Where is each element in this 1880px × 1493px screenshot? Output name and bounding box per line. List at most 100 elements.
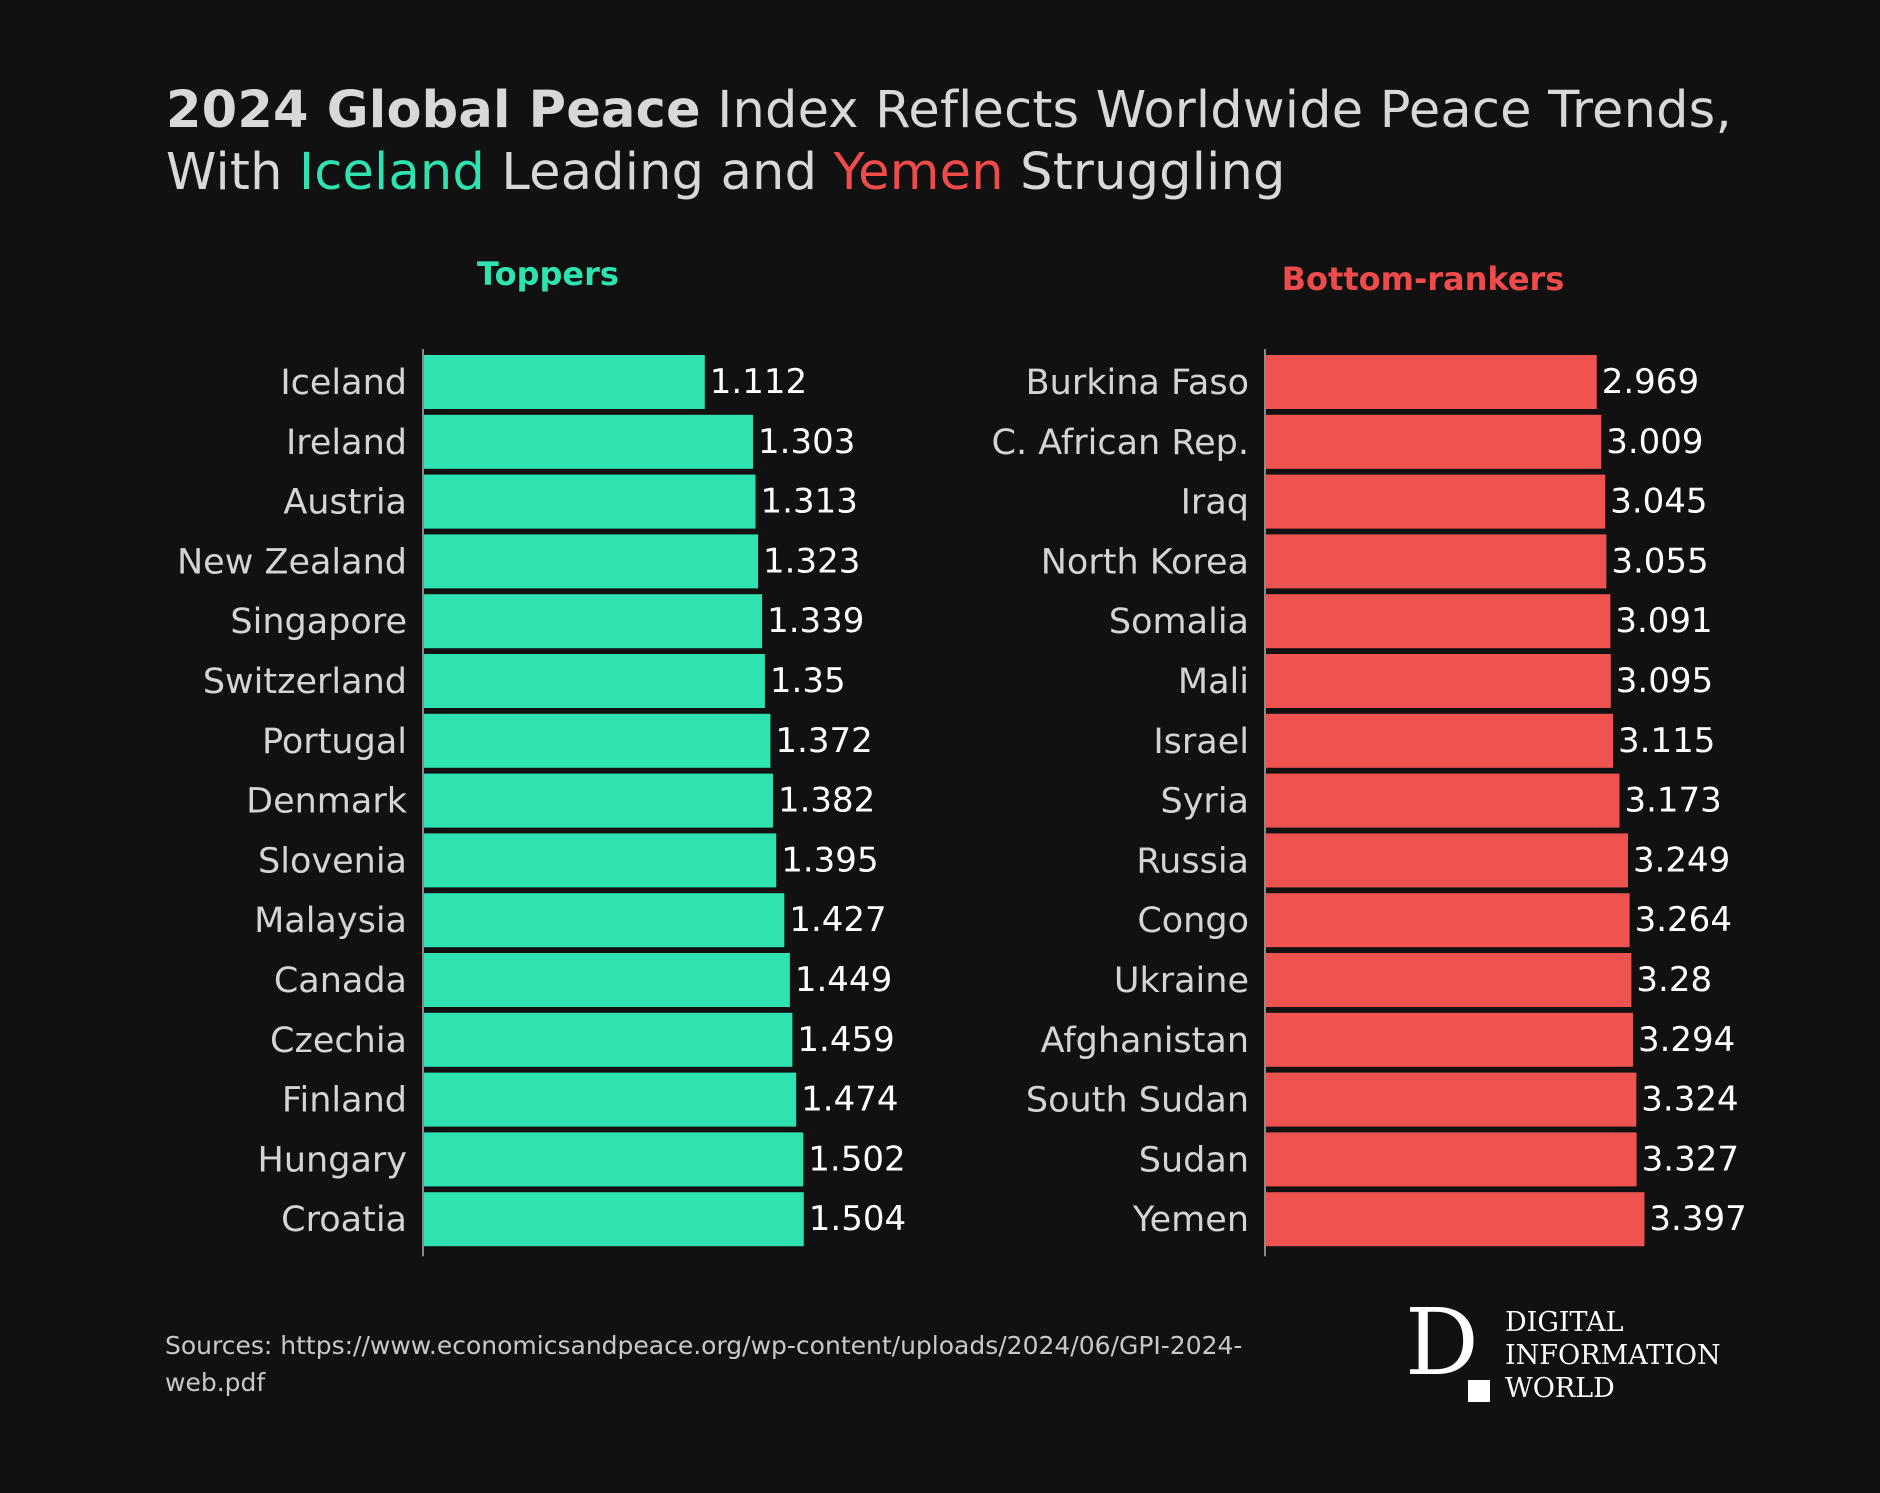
toppers-bar — [424, 534, 759, 589]
bottom-rankers-bar — [1266, 654, 1611, 708]
bottom-rankers-value-label: 3.055 — [1611, 541, 1708, 581]
toppers-category-label: New Zealand — [177, 542, 407, 582]
toppers-value-label: 1.323 — [763, 541, 860, 581]
toppers-bar — [424, 1132, 804, 1187]
bottom-rankers-category-label: Sudan — [1139, 1140, 1249, 1180]
toppers-value-label: 1.502 — [808, 1139, 905, 1179]
toppers-category-label: Slovenia — [258, 841, 407, 881]
bottom-rankers-category-label: North Korea — [1041, 542, 1249, 582]
bottom-rankers-category-label: Syria — [1161, 782, 1250, 822]
toppers-category-label: Iceland — [280, 363, 407, 403]
bottom-rankers-bar — [1266, 1192, 1645, 1247]
toppers-value-label: 1.459 — [797, 1020, 894, 1060]
title-bold-part: 2024 Global Peace — [166, 81, 701, 140]
bottom-rankers-bar — [1266, 474, 1606, 529]
bottom-rankers-category-label: Russia — [1136, 841, 1249, 881]
bottom-rankers-category-label: Israel — [1153, 722, 1249, 762]
bottom-rankers-category-label: C. African Rep. — [992, 423, 1249, 463]
bottom-rankers-value-label: 3.397 — [1649, 1199, 1746, 1239]
logo-square-icon — [1468, 1380, 1490, 1402]
bottom-rankers-bar — [1266, 414, 1602, 469]
toppers-bar — [424, 893, 785, 948]
toppers-bar — [424, 1072, 797, 1127]
bottom-rankers-bar — [1266, 713, 1614, 768]
toppers-bar — [424, 355, 705, 409]
toppers-value-label: 1.313 — [761, 482, 858, 522]
bottom-rankers-bar — [1266, 833, 1628, 888]
bottom-rankers-value-label: 2.969 — [1602, 362, 1699, 402]
bottom-rankers-header: Bottom-rankers — [1282, 260, 1565, 298]
toppers-category-label: Croatia — [281, 1200, 407, 1240]
bottom-rankers-bar — [1266, 1132, 1637, 1187]
toppers-category-label: Austria — [283, 483, 407, 523]
title-highlight-bottom: Yemen — [833, 143, 1004, 202]
toppers-value-label: 1.474 — [801, 1080, 898, 1120]
bottom-rankers-value-label: 3.045 — [1610, 482, 1707, 522]
toppers-value-label: 1.449 — [795, 960, 892, 1000]
bottom-rankers-bar — [1266, 594, 1611, 649]
title-part-2: Index Reflects Worldwide Peace Trends, W… — [166, 81, 1732, 202]
toppers-bar — [424, 414, 754, 469]
toppers-value-label: 1.303 — [758, 422, 855, 462]
chart-title: 2024 Global Peace Index Reflects Worldwi… — [166, 80, 1786, 204]
toppers-category-label: Hungary — [258, 1140, 407, 1180]
toppers-header: Toppers — [477, 255, 619, 293]
bottom-rankers-value-label: 3.28 — [1636, 960, 1712, 1000]
toppers-value-label: 1.372 — [775, 721, 872, 761]
logo-word-2: INFORMATION — [1505, 1340, 1721, 1371]
title-part-4: Struggling — [1003, 143, 1286, 202]
toppers-bar — [424, 953, 790, 1007]
toppers-bar — [424, 654, 765, 708]
bottom-rankers-value-label: 3.249 — [1633, 840, 1730, 880]
bottom-rankers-bar — [1266, 953, 1632, 1007]
bottom-rankers-category-label: Somalia — [1109, 602, 1249, 642]
toppers-category-label: Malaysia — [254, 901, 407, 941]
toppers-bar — [424, 833, 777, 888]
digital-information-world-logo: D DIGITAL INFORMATION WORLD — [1405, 1289, 1765, 1408]
logo-letter: D — [1405, 1289, 1479, 1396]
toppers-category-label: Portugal — [262, 722, 407, 762]
bottom-rankers-bar — [1266, 534, 1607, 589]
bottom-rankers-category-label: South Sudan — [1026, 1081, 1249, 1121]
bottom-rankers-category-label: Mali — [1178, 662, 1249, 702]
toppers-category-label: Finland — [282, 1081, 407, 1121]
toppers-panel: Toppers Iceland 1.112 Ireland 1.303 Austria 1.… — [177, 255, 906, 1257]
bottom-rankers-bar — [1266, 1012, 1633, 1067]
toppers-category-label: Canada — [274, 961, 407, 1001]
toppers-bar — [424, 594, 763, 649]
toppers-bar — [424, 713, 771, 768]
bottom-rankers-value-label: 3.294 — [1638, 1020, 1735, 1060]
bottom-rankers-value-label: 3.327 — [1642, 1139, 1739, 1179]
bottom-rankers-panel: Bottom-rankers Burkina Faso 2.969 C. Africa… — [992, 260, 1747, 1257]
bottom-rankers-category-label: Ukraine — [1114, 961, 1249, 1001]
toppers-value-label: 1.395 — [781, 840, 878, 880]
bottom-rankers-category-label: Iraq — [1181, 483, 1249, 523]
bottom-rankers-category-label: Yemen — [1132, 1200, 1249, 1240]
bottom-rankers-bar — [1266, 773, 1620, 828]
bottom-rankers-category-label: Burkina Faso — [1026, 363, 1249, 403]
toppers-value-label: 1.382 — [778, 781, 875, 821]
bottom-rankers-value-label: 3.009 — [1606, 422, 1703, 462]
bottom-rankers-value-label: 3.095 — [1616, 661, 1713, 701]
logo-words: DIGITAL INFORMATION WORLD — [1505, 1306, 1721, 1405]
source-note: Sources: https://www.economicsandpeace.o… — [165, 1331, 1243, 1397]
bottom-rankers-bar — [1266, 1072, 1637, 1127]
toppers-value-label: 1.339 — [767, 601, 864, 641]
bottom-rankers-value-label: 3.091 — [1615, 601, 1712, 641]
toppers-bar — [424, 474, 756, 529]
toppers-category-label: Denmark — [246, 782, 408, 822]
toppers-category-label: Czechia — [270, 1021, 407, 1061]
toppers-category-label: Switzerland — [203, 662, 407, 702]
logo-word-1: DIGITAL — [1505, 1307, 1624, 1338]
bottom-rankers-value-label: 3.173 — [1624, 781, 1721, 821]
logo-word-3: WORLD — [1505, 1373, 1615, 1404]
bottom-rankers-category-label: Afghanistan — [1041, 1021, 1249, 1061]
toppers-bar — [424, 773, 773, 828]
toppers-bar — [424, 1012, 793, 1067]
toppers-category-label: Singapore — [230, 602, 407, 642]
bottom-rankers-value-label: 3.324 — [1641, 1080, 1738, 1120]
bottom-rankers-category-label: Congo — [1137, 901, 1249, 941]
toppers-value-label: 1.112 — [710, 362, 807, 402]
bottom-rankers-value-label: 3.115 — [1618, 721, 1715, 761]
